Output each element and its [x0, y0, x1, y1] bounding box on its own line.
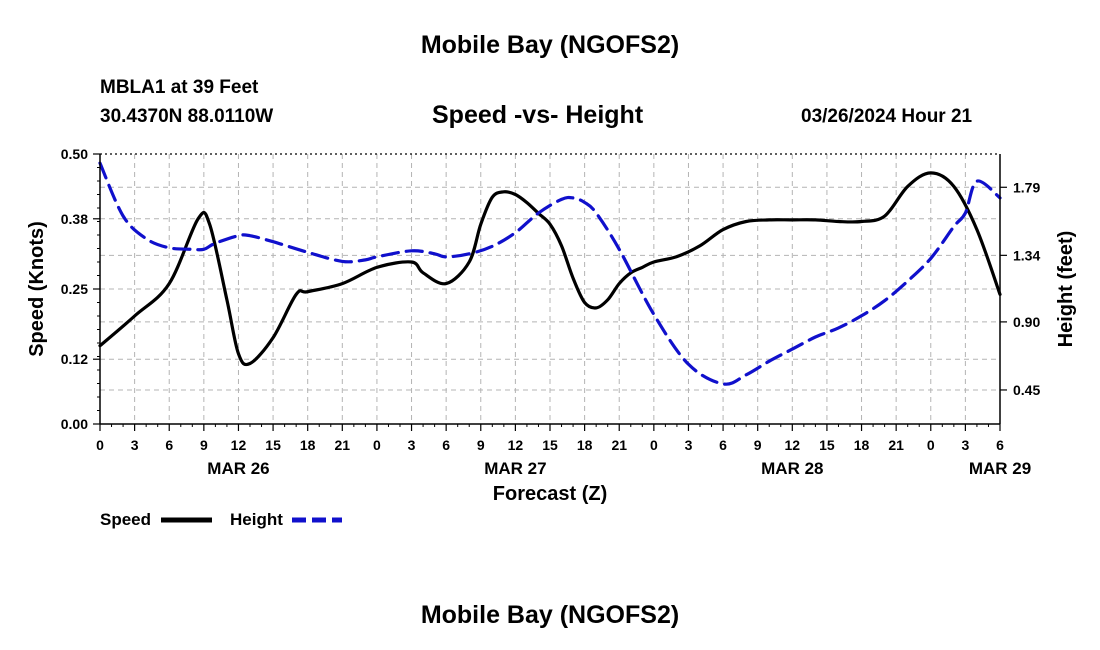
y-tick-label-right: 1.79: [1013, 179, 1040, 195]
y-axis-label-left: Speed (Knots): [26, 221, 48, 357]
station-coordinates: 30.4370N 88.0110W: [100, 106, 274, 127]
x-tick-label: 9: [754, 437, 762, 453]
x-tick-label: 6: [442, 437, 450, 453]
y-tick-label-left: 0.38: [61, 211, 88, 227]
x-tick-label: 18: [300, 437, 316, 453]
date-label: MAR 27: [484, 459, 546, 478]
series-line-height: [98, 161, 1002, 386]
page-title-bottom: Mobile Bay (NGOFS2): [420, 601, 680, 629]
x-axis-label: Forecast (Z): [493, 483, 607, 505]
y-tick-label-right: 0.90: [1013, 314, 1040, 330]
x-tick-label: 6: [165, 437, 173, 453]
x-tick-label: 21: [335, 437, 351, 453]
chart-subtitle: Speed -vs- Height: [432, 101, 644, 129]
x-tick-label: 3: [961, 437, 969, 453]
x-tick-label: 12: [231, 437, 247, 453]
x-tick-label: 12: [508, 437, 524, 453]
x-tick-label: 3: [131, 437, 139, 453]
axes: 0 3 6 9 12 15 18 21 0 3 6 9 12 15 18 21 0 3 6 9 12 15 18 21 0 3 6 M…: [61, 146, 1041, 478]
legend-label-height: Height: [230, 510, 283, 529]
x-tick-label: 18: [854, 437, 870, 453]
y-tick-label-right: 1.34: [1013, 247, 1040, 263]
x-tick-label: 15: [265, 437, 281, 453]
x-tick-label: 3: [685, 437, 693, 453]
x-tick-label: 0: [373, 437, 381, 453]
x-tick-label: 21: [888, 437, 904, 453]
series-lines: [98, 161, 1002, 386]
y-tick-label-left: 0.00: [61, 416, 88, 432]
legend: Speed Height: [100, 510, 342, 529]
x-tick-label: 0: [927, 437, 935, 453]
series-line-speed: [98, 171, 1002, 367]
x-tick-label: 9: [477, 437, 485, 453]
x-tick-label: 6: [996, 437, 1004, 453]
grid-lines: [100, 154, 1000, 424]
date-label: MAR 29: [969, 459, 1031, 478]
y-axis-label-right: Height (feet): [1055, 231, 1077, 348]
y-tick-label-right: 0.45: [1013, 382, 1040, 398]
station-label: MBLA1 at 39 Feet: [100, 77, 259, 98]
legend-label-speed: Speed: [100, 510, 151, 529]
x-tick-label: 15: [542, 437, 558, 453]
x-tick-label: 3: [408, 437, 416, 453]
y-tick-label-left: 0.25: [61, 281, 88, 297]
forecast-datetime: 03/26/2024 Hour 21: [801, 106, 973, 127]
page-title-top: Mobile Bay (NGOFS2): [420, 31, 680, 59]
y-tick-label-left: 0.12: [61, 351, 88, 367]
date-label: MAR 28: [761, 459, 823, 478]
x-tick-label: 0: [650, 437, 658, 453]
x-tick-label: 18: [577, 437, 593, 453]
speed-height-chart: 0 3 6 9 12 15 18 21 0 3 6 9 12 15 18 21 0 3 6 9 12 15 18 21 0 3 6 M…: [26, 146, 1077, 529]
date-label: MAR 26: [207, 459, 269, 478]
x-tick-label: 12: [785, 437, 801, 453]
x-tick-label: 0: [96, 437, 104, 453]
x-tick-label: 9: [200, 437, 208, 453]
x-tick-label: 6: [719, 437, 727, 453]
x-tick-label: 21: [611, 437, 627, 453]
x-tick-label: 15: [819, 437, 835, 453]
y-tick-label-left: 0.50: [61, 146, 88, 162]
